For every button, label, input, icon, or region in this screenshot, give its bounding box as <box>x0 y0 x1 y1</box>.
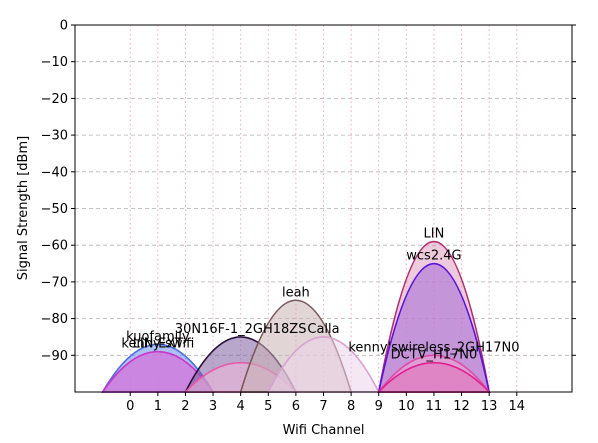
network-label: kenny'swireless_2GH17N0 <box>348 340 519 355</box>
y-tick-label: −60 <box>41 239 68 254</box>
network-area <box>376 362 492 393</box>
y-tick-label: −70 <box>41 275 68 290</box>
x-tick-label: 11 <box>426 399 443 414</box>
x-tick-label: 10 <box>398 399 415 414</box>
y-tick-label: −80 <box>41 312 68 327</box>
x-tick-label: 7 <box>319 399 327 414</box>
network-label: LIN-EXT <box>133 337 183 352</box>
x-tick-label: 1 <box>154 399 162 414</box>
y-tick-label: −30 <box>41 129 68 144</box>
network-label: Calla <box>307 322 339 337</box>
network-area <box>266 336 381 393</box>
x-tick-label: 14 <box>509 399 526 414</box>
y-tick-label: −20 <box>41 92 68 107</box>
network-label: leah <box>282 285 310 300</box>
y-tick-label: −40 <box>41 165 68 180</box>
x-tick-label: 5 <box>264 399 272 414</box>
x-tick-label: 12 <box>453 399 470 414</box>
network-label: wcs2.4G <box>406 249 461 264</box>
y-axis-label: Signal Strength [dBm] <box>16 136 31 280</box>
y-tick-label: −90 <box>41 349 68 364</box>
x-tick-label: 0 <box>126 399 134 414</box>
x-tick-label: 2 <box>181 399 189 414</box>
x-tick-label: 4 <box>237 399 245 414</box>
y-tick-label: −10 <box>41 55 68 70</box>
axis-ticks: 0−10−20−30−40−50−60−70−80−900 1 2 3 4 5 6 7 8 9 10… <box>41 19 576 414</box>
network-label: LIN <box>424 227 445 242</box>
network-labels: kuofamilyLIN-EXTkenny-swifi30N16F-1_2GH1… <box>121 227 519 363</box>
y-tick-label: 0 <box>60 19 68 34</box>
network-label: kuofamily <box>126 329 190 344</box>
network-label: 30N16F-1_2GH18ZS <box>175 322 307 337</box>
x-tick-label: 13 <box>481 399 498 414</box>
network-area <box>377 262 491 393</box>
x-tick-label: 9 <box>375 399 383 414</box>
network-areas <box>101 240 492 393</box>
network-label: DCTV_H17N0 <box>391 348 478 363</box>
network-label: kenny-swifi <box>121 337 194 352</box>
x-tick-label: 6 <box>292 399 300 414</box>
x-axis-label: Wifi Channel <box>283 423 365 438</box>
x-tick-label: 3 <box>209 399 217 414</box>
x-tick-label: 8 <box>347 399 355 414</box>
y-tick-label: −50 <box>41 202 68 217</box>
